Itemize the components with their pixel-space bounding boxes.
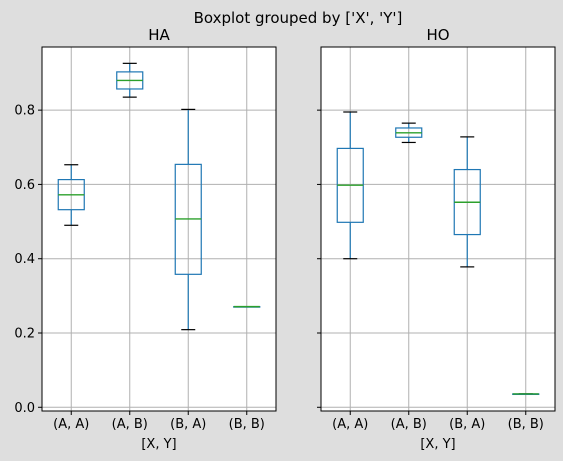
panel-ha: (A, A) (A, B) (B, A) (B, B) 0.0 0.2 0.4 0.6 0.8 H… (14, 26, 277, 452)
x-tick-label: (A, A) (332, 417, 368, 432)
box-3 (512, 393, 540, 396)
x-tick-label: (A, A) (53, 417, 89, 432)
axes-background (321, 47, 555, 411)
box-2 (174, 108, 202, 331)
x-tick-label: (B, A) (170, 417, 206, 432)
axes-background (42, 47, 276, 411)
x-tick-label: (B, B) (229, 417, 265, 432)
x-tick-label: (B, B) (508, 417, 544, 432)
y-tick-label: 0.6 (14, 178, 35, 193)
panel-ho: (A, A) (A, B) (B, A) (B, B) HO [X, Y] (317, 26, 556, 452)
x-tick-label: (B, A) (449, 417, 485, 432)
box-1 (116, 62, 144, 98)
axes-frame (320, 46, 556, 412)
box-2 (453, 136, 481, 268)
box-1 (395, 122, 423, 144)
axes-frame (41, 46, 277, 412)
box-0 (336, 111, 364, 260)
figure-suptitle: Boxplot grouped by ['X', 'Y'] (194, 9, 403, 27)
box-3 (233, 305, 261, 308)
y-tick-label: 0.4 (14, 252, 35, 267)
panel-title: HA (148, 26, 170, 44)
box-0 (57, 164, 85, 226)
panels: (A, A) (A, B) (B, A) (B, B) 0.0 0.2 0.4 0.6 0.8 H… (14, 26, 556, 452)
y-tick-label: 0.0 (14, 401, 35, 416)
x-axis-label: [X, Y] (141, 437, 176, 452)
y-tick-label: 0.2 (14, 327, 35, 342)
x-tick-label: (A, B) (391, 417, 427, 432)
y-tick-label: 0.8 (14, 104, 35, 119)
x-tick-label: (A, B) (112, 417, 148, 432)
panel-title: HO (426, 26, 449, 44)
x-axis-label: [X, Y] (420, 437, 455, 452)
